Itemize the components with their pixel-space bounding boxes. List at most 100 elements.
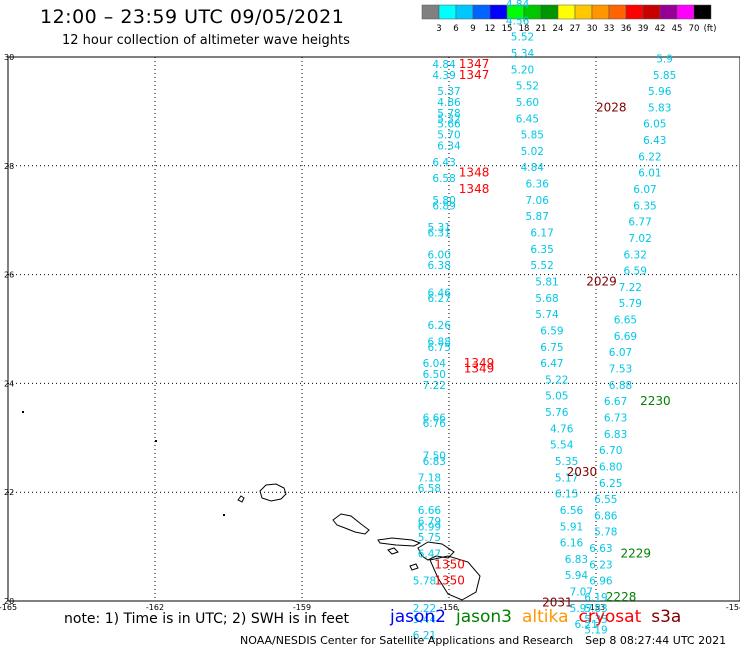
island-kahoolawe <box>409 563 419 571</box>
wave-height-label: 6.05 <box>643 119 666 131</box>
wave-height-label: 5.32 <box>437 113 460 125</box>
wave-height-label: 6.55 <box>594 494 617 506</box>
wave-height-label: 6.86 <box>594 510 618 522</box>
pass-time-label: 2230 <box>640 394 671 408</box>
wave-height-label: 5.35 <box>555 456 578 468</box>
wave-height-label: 6.77 <box>628 217 651 229</box>
wave-height-label: 7.22 <box>423 380 446 392</box>
colorbar-unit: (ft) <box>704 24 717 34</box>
wave-height-label: 6.66 <box>418 505 442 517</box>
wave-height-label: 4.84 <box>506 0 530 11</box>
pass-time-label: 1348 <box>459 182 490 196</box>
wave-height-label: 5.52 <box>516 81 539 93</box>
wave-height-label: 5.78 <box>594 527 617 539</box>
wave-height-label: 6.26 <box>428 320 452 332</box>
satellite-jason3: jason3 <box>456 607 512 627</box>
wave-height-label: 6.21 <box>575 619 598 631</box>
footer-org: NOAA/NESDIS Center for Satellite Applica… <box>240 634 574 647</box>
lon-tick-label: -165 <box>0 603 17 612</box>
wave-height-label: 5.78 <box>437 108 460 120</box>
pass-time-label: 1350 <box>434 574 465 588</box>
wave-height-label: 6.66 <box>423 412 447 424</box>
wave-height-label: 6.73 <box>604 412 627 424</box>
wave-height-label: 6.35 <box>633 200 656 212</box>
satellite-jason2: jason2 <box>390 607 446 627</box>
wave-height-label: 6.76 <box>423 418 447 430</box>
colorbar-tick-label: 15 <box>502 24 513 34</box>
wave-height-label: 6.99 <box>418 521 441 533</box>
pass-time-label: 1347 <box>459 68 490 82</box>
wave-height-label: 5.22 <box>545 374 568 386</box>
wave-height-label: 7.07 <box>570 587 593 599</box>
wave-height-label: 5.66 <box>437 119 461 131</box>
pass-time-label: 1350 <box>434 557 465 571</box>
wave-height-label: 5.02 <box>521 146 544 158</box>
wave-height-label: 6.47 <box>540 358 563 370</box>
wave-height-label: 6.65 <box>614 315 637 327</box>
wave-height-label: 6.07 <box>609 347 632 359</box>
wave-height-label: 6.96 <box>589 576 613 588</box>
wave-height-label: 4.84 <box>521 162 545 174</box>
wave-height-label: 5.75 <box>418 532 441 544</box>
wave-height-label: 6.07 <box>633 184 656 196</box>
wave-height-label: 6.50 <box>423 369 446 381</box>
wave-height-label: 5.52 <box>511 32 534 44</box>
wave-height-label: 5.68 <box>535 293 558 305</box>
colorbar-tick-label: 6 <box>453 24 458 34</box>
wave-height-label: 7.02 <box>628 233 651 245</box>
island-lanai <box>387 547 399 555</box>
map-frame <box>7 56 740 602</box>
wave-height-label: 6.46 <box>428 287 452 299</box>
wave-height-label: 6.25 <box>599 478 622 490</box>
wave-height-label: 6.63 <box>589 543 612 555</box>
wave-height-label: 6.17 <box>530 228 553 240</box>
wave-height-label: 6.69 <box>614 331 637 343</box>
wave-height-label: 6.80 <box>599 461 622 473</box>
wave-height-label: 5.19 <box>584 625 607 637</box>
wave-height-label: 6.67 <box>604 396 627 408</box>
lon-tick-label: -153 <box>587 603 605 612</box>
colorbar-tick-label: 3 <box>436 24 441 34</box>
colorbar-tick-label: 21 <box>536 24 547 34</box>
wave-height-label: 6.22 <box>638 151 661 163</box>
wave-height-label: 5.83 <box>584 603 607 615</box>
colorbar-tick-label: 33 <box>604 24 615 34</box>
wave-height-label: 6.58 <box>432 173 455 185</box>
wave-height-label: 6.47 <box>418 548 441 560</box>
pass-time-label: 2028 <box>596 100 627 114</box>
lat-tick-label: 26 <box>4 271 14 280</box>
lat-tick-label: 22 <box>4 488 14 497</box>
wave-height-label: 5.85 <box>521 130 544 142</box>
lon-tick-label: -156 <box>440 603 458 612</box>
wave-height-label: 6.56 <box>560 505 584 517</box>
wave-height-label: 6.75 <box>428 342 451 354</box>
island-dot <box>22 411 24 413</box>
wave-height-label: 5.05 <box>545 391 568 403</box>
wave-height-label: 4.84 <box>432 59 456 71</box>
wave-height-label: 6.70 <box>599 445 622 457</box>
wave-height-label: 5.87 <box>526 211 549 223</box>
wave-height-label: 5.54 <box>550 440 574 452</box>
pass-time-label: 2031 <box>542 595 573 609</box>
wave-height-label: 6.79 <box>418 516 441 528</box>
wave-height-label: 6.36 <box>526 179 550 191</box>
island-molokai <box>377 537 422 547</box>
pass-time-label: 1349 <box>464 362 495 376</box>
colorbar-tick-label: 18 <box>519 24 530 34</box>
wave-height-label: 5.9 <box>656 53 673 65</box>
lon-tick-label: -159 <box>293 603 311 612</box>
wave-height-label: 5.79 <box>619 298 642 310</box>
lat-tick-label: 24 <box>4 379 14 388</box>
wave-height-label: 5.37 <box>437 86 460 98</box>
wave-height-label: 5.91 <box>560 521 583 533</box>
wave-height-label: 7.06 <box>526 195 550 207</box>
colorbar-tick-label: 30 <box>587 24 598 34</box>
pass-time-label: 1348 <box>459 166 490 180</box>
colorbar-swatch <box>693 4 712 20</box>
lon-tick-label: -154 <box>726 603 740 612</box>
wave-height-label: 5.74 <box>535 309 559 321</box>
wave-height-label: 6.23 <box>589 559 612 571</box>
wave-height-label: 5.44 <box>413 614 437 626</box>
colorbar-tick-label: 39 <box>638 24 649 34</box>
wave-height-label: 6.27 <box>428 293 451 305</box>
